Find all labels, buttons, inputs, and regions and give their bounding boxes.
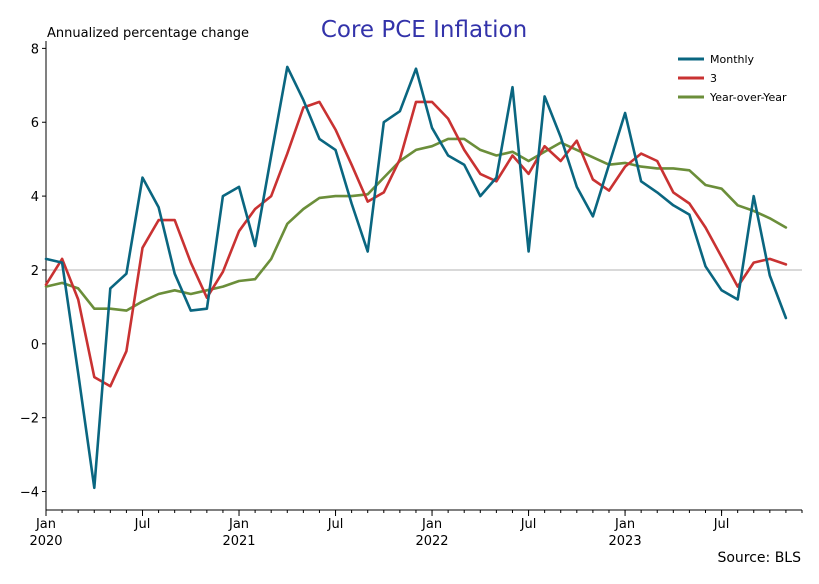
y-tick-label: −2 bbox=[20, 412, 39, 427]
y-tick-label: 8 bbox=[31, 42, 39, 57]
x-tick-label: Jan bbox=[35, 517, 56, 532]
source-label: Source: BLS bbox=[717, 550, 801, 566]
x-tick-year-label: 2022 bbox=[415, 534, 448, 549]
y-tick-label: 0 bbox=[31, 338, 39, 353]
series-line-year-over-year bbox=[44, 137, 788, 312]
y-tick-label: 2 bbox=[31, 264, 39, 279]
y-tick-label: 4 bbox=[31, 190, 39, 205]
x-tick-label: Jul bbox=[327, 517, 344, 532]
x-tick-year-label: 2020 bbox=[29, 534, 62, 549]
legend-label: 3 bbox=[710, 72, 717, 85]
legend-label: Year-over-Year bbox=[709, 91, 787, 104]
x-tick-label: Jul bbox=[713, 517, 730, 532]
series-line-3 bbox=[44, 100, 788, 388]
x-tick-year-label: 2023 bbox=[609, 534, 642, 549]
y-axis-label: Annualized percentage change bbox=[47, 26, 249, 41]
series-line-monthly bbox=[44, 65, 788, 490]
x-tick-label: Jul bbox=[134, 517, 151, 532]
chart-title: Core PCE Inflation bbox=[321, 17, 527, 43]
y-tick-label: 6 bbox=[31, 116, 39, 131]
y-tick-label: −4 bbox=[20, 486, 39, 501]
x-tick-label: Jan bbox=[614, 517, 635, 532]
x-tick-year-label: 2021 bbox=[222, 534, 255, 549]
x-tick-label: Jan bbox=[228, 517, 249, 532]
x-tick-label: Jul bbox=[520, 517, 537, 532]
x-tick-label: Jan bbox=[421, 517, 442, 532]
legend-label: Monthly bbox=[710, 53, 755, 66]
